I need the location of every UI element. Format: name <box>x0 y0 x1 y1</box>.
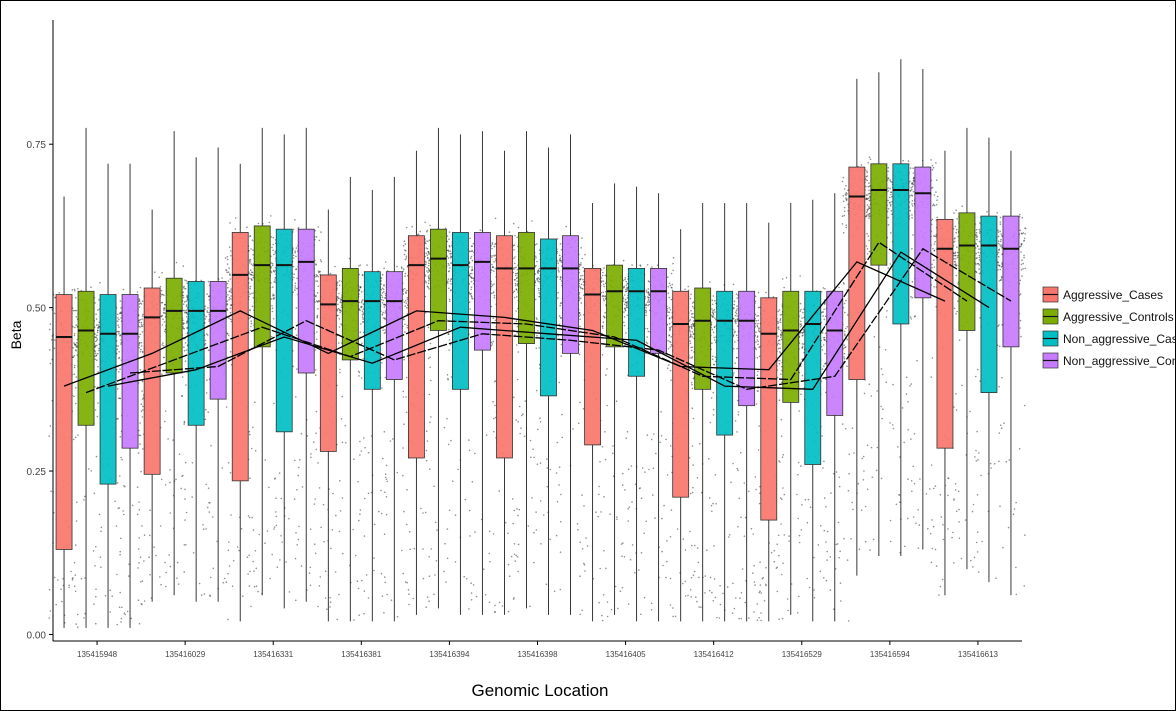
box-non_aggressive_controls-135416594 <box>914 166 932 299</box>
box-aggressive_controls-135416412 <box>694 287 712 390</box>
trend-line-non_aggressive_controls <box>129 247 1012 390</box>
box-non_aggressive_cases-135416405 <box>628 267 645 377</box>
box-non_aggressive_cases-135416594 <box>892 163 910 325</box>
box-aggressive_cases-135416412 <box>672 290 690 498</box>
box-aggressive_controls-135416398 <box>518 232 535 344</box>
x-axis-title: Genomic Location <box>471 681 608 700</box>
x-tick-label: 135416529 <box>782 650 823 659</box>
box-non_aggressive_controls-135416381 <box>385 271 403 380</box>
box-non_aggressive_cases-135416613 <box>980 215 998 394</box>
trend-line-aggressive_controls <box>85 241 968 394</box>
box-non_aggressive_cases-135415948 <box>99 294 117 485</box>
box-non_aggressive_controls-135416405 <box>650 267 667 354</box>
box-non_aggressive_controls-135415948 <box>121 294 139 449</box>
y-tick-label: 0.75 <box>27 140 47 151</box>
box-non_aggressive_controls-135416394 <box>474 232 491 351</box>
box-aggressive_cases-135416594 <box>848 166 866 380</box>
legend-label: Non_aggressive_Cases <box>1063 332 1176 346</box>
box-non_aggressive_controls-135416529 <box>826 290 844 416</box>
box-non_aggressive_controls-135416029 <box>209 281 227 400</box>
box-non_aggressive_cases-135416381 <box>363 271 381 390</box>
box-aggressive_controls-135416381 <box>341 267 359 361</box>
box-aggressive_cases-135416394 <box>408 235 425 459</box>
box-aggressive_controls-135416405 <box>606 264 623 348</box>
legend: Aggressive_Cases Aggressive_Controls Non_a… <box>1042 286 1176 369</box>
legend-label: Non_aggressive_Controls <box>1063 354 1176 368</box>
box-aggressive_controls-135416394 <box>430 228 447 331</box>
box-aggressive_controls-135416029 <box>165 277 183 374</box>
box-non_aggressive_controls-135416331 <box>297 228 315 374</box>
x-tick-label: 135416029 <box>165 650 206 659</box>
x-tick-label: 135416398 <box>517 650 558 659</box>
x-tick-label: 135416331 <box>253 650 294 659</box>
box-aggressive_controls-135415948 <box>77 290 95 426</box>
box-aggressive_cases-135416405 <box>584 267 601 446</box>
x-tick-label: 135416594 <box>870 650 911 659</box>
legend-label: Aggressive_Cases <box>1063 288 1163 302</box>
box-aggressive_cases-135416398 <box>496 235 513 459</box>
box-non_aggressive_cases-135416394 <box>452 232 469 390</box>
box-non_aggressive_cases-135416529 <box>804 290 822 465</box>
trend-lines-layer <box>63 241 1012 394</box>
box-non_aggressive_cases-135416331 <box>275 228 293 433</box>
box-aggressive_cases-135416381 <box>319 274 337 452</box>
box-aggressive_controls-135416613 <box>958 212 976 331</box>
y-axis-ticks: 0.00 0.25 0.50 0.75 <box>27 140 53 641</box>
box-aggressive_cases-135416331 <box>231 232 249 482</box>
box-non_aggressive_cases-135416398 <box>540 238 557 397</box>
y-tick-label: 0.25 <box>27 467 47 478</box>
x-axis-ticks: 135415948 135416029 135416331 135416381 1354… <box>77 641 999 659</box>
whiskers-layer <box>63 59 1012 628</box>
box-aggressive_cases-135416029 <box>143 287 161 475</box>
legend-label: Aggressive_Controls <box>1063 310 1174 324</box>
y-axis-title: Beta <box>8 320 24 349</box>
x-tick-label: 135416394 <box>429 650 470 659</box>
box-aggressive_controls-135416331 <box>253 225 271 348</box>
x-tick-label: 135416412 <box>694 650 735 659</box>
box-non_aggressive_controls-135416398 <box>562 235 579 354</box>
box-non_aggressive_controls-135416613 <box>1002 215 1020 348</box>
box-aggressive_cases-135416529 <box>760 297 778 521</box>
box-non_aggressive_cases-135416412 <box>716 290 734 436</box>
y-tick-label: 0.00 <box>27 630 47 641</box>
boxes-layer <box>55 163 1020 550</box>
x-tick-label: 135416405 <box>606 650 647 659</box>
box-non_aggressive_cases-135416029 <box>187 281 205 426</box>
y-tick-label: 0.50 <box>27 304 47 315</box>
x-tick-label: 135415948 <box>77 650 118 659</box>
x-tick-label: 135416613 <box>958 650 999 659</box>
box-aggressive_cases-135416613 <box>936 218 954 449</box>
trend-line-aggressive_cases <box>63 261 946 387</box>
x-tick-label: 135416381 <box>341 650 382 659</box>
box-aggressive_cases-135415948 <box>55 294 73 550</box>
box-aggressive_controls-135416529 <box>782 290 800 403</box>
